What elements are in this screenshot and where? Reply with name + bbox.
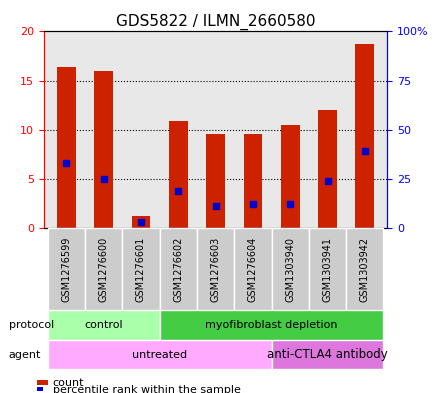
Text: GSM1276602: GSM1276602 <box>173 237 183 302</box>
Text: agent: agent <box>9 350 41 360</box>
FancyBboxPatch shape <box>48 228 85 310</box>
FancyBboxPatch shape <box>271 228 309 310</box>
Bar <box>206 134 225 228</box>
Text: protocol: protocol <box>9 320 54 330</box>
FancyBboxPatch shape <box>234 228 271 310</box>
Bar <box>132 216 150 228</box>
FancyBboxPatch shape <box>122 228 160 310</box>
Text: GSM1276603: GSM1276603 <box>211 237 220 302</box>
Text: count: count <box>53 378 84 388</box>
FancyBboxPatch shape <box>48 340 271 369</box>
Text: percentile rank within the sample: percentile rank within the sample <box>53 385 241 393</box>
Bar <box>94 71 113 228</box>
Bar <box>169 121 187 228</box>
Bar <box>356 44 374 228</box>
Bar <box>57 67 76 228</box>
Bar <box>318 110 337 228</box>
Text: myofibroblast depletion: myofibroblast depletion <box>205 320 338 330</box>
Text: untreated: untreated <box>132 350 187 360</box>
FancyBboxPatch shape <box>48 310 160 340</box>
Text: GSM1276600: GSM1276600 <box>99 237 109 302</box>
Text: GSM1303941: GSM1303941 <box>323 237 333 302</box>
Bar <box>281 125 300 228</box>
Text: anti-CTLA4 antibody: anti-CTLA4 antibody <box>267 348 388 361</box>
FancyBboxPatch shape <box>160 310 384 340</box>
Text: GSM1303940: GSM1303940 <box>285 237 295 302</box>
Text: GSM1276599: GSM1276599 <box>62 237 71 302</box>
Title: GDS5822 / ILMN_2660580: GDS5822 / ILMN_2660580 <box>116 14 315 30</box>
FancyBboxPatch shape <box>309 228 346 310</box>
FancyBboxPatch shape <box>160 228 197 310</box>
FancyBboxPatch shape <box>197 228 234 310</box>
Text: GSM1303942: GSM1303942 <box>360 237 370 302</box>
FancyBboxPatch shape <box>346 228 384 310</box>
Text: GSM1276601: GSM1276601 <box>136 237 146 302</box>
Text: GSM1276604: GSM1276604 <box>248 237 258 302</box>
FancyBboxPatch shape <box>85 228 122 310</box>
Text: control: control <box>84 320 123 330</box>
FancyBboxPatch shape <box>271 340 384 369</box>
Bar <box>244 134 262 228</box>
